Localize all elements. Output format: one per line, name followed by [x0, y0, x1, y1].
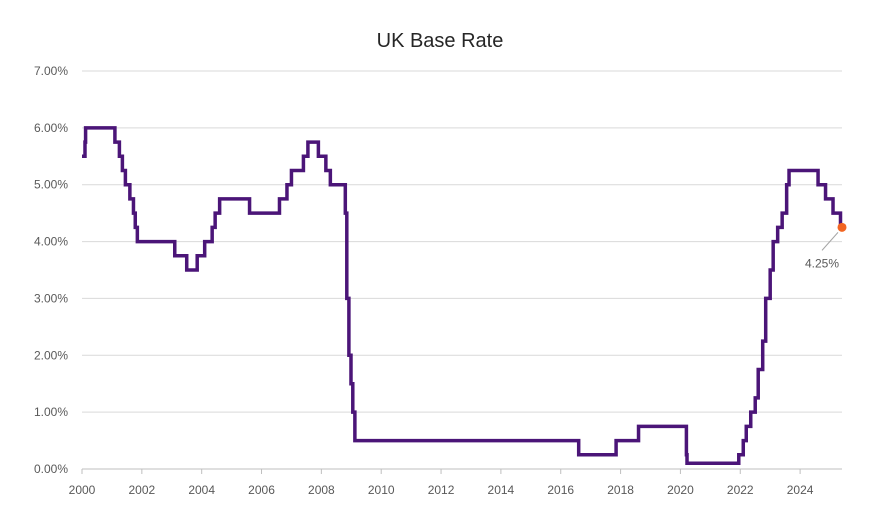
x-axis-ticks: 2000 2002 2004 2006 2008 2010 2012 2014 2016 2018… — [69, 469, 814, 497]
x-tick-label: 2000 — [69, 483, 96, 497]
x-tick-label: 2016 — [547, 483, 574, 497]
x-tick-label: 2002 — [128, 483, 155, 497]
annotation-layer: 4.25% — [805, 222, 847, 270]
latest-point-marker — [837, 222, 847, 232]
y-tick-label: 2.00% — [34, 348, 68, 362]
y-tick-label: 6.00% — [34, 121, 68, 135]
x-tick-label: 2022 — [727, 483, 754, 497]
x-tick-label: 2020 — [667, 483, 694, 497]
y-axis-ticks: 0.00% 1.00% 2.00% 3.00% 4.00% 5.00% 6.00% 7.00% — [34, 64, 68, 476]
y-tick-label: 4.00% — [34, 235, 68, 249]
x-tick-label: 2012 — [428, 483, 455, 497]
y-tick-label: 7.00% — [34, 64, 68, 78]
x-tick-label: 2014 — [488, 483, 515, 497]
series-line-uk-base-rate — [82, 126, 843, 466]
y-tick-label: 3.00% — [34, 291, 68, 305]
y-tick-label: 1.00% — [34, 405, 68, 419]
x-tick-label: 2004 — [188, 483, 215, 497]
chart-title: UK Base Rate — [377, 30, 504, 52]
x-tick-label: 2010 — [368, 483, 395, 497]
x-tick-label: 2006 — [248, 483, 275, 497]
y-tick-label: 0.00% — [34, 462, 68, 476]
y-tick-label: 5.00% — [34, 178, 68, 192]
x-tick-label: 2008 — [308, 483, 335, 497]
x-tick-label: 2024 — [787, 483, 814, 497]
annotation-label: 4.25% — [805, 256, 839, 270]
annotation-leader — [821, 232, 839, 251]
x-tick-label: 2018 — [607, 483, 634, 497]
grid-layer — [82, 70, 842, 413]
